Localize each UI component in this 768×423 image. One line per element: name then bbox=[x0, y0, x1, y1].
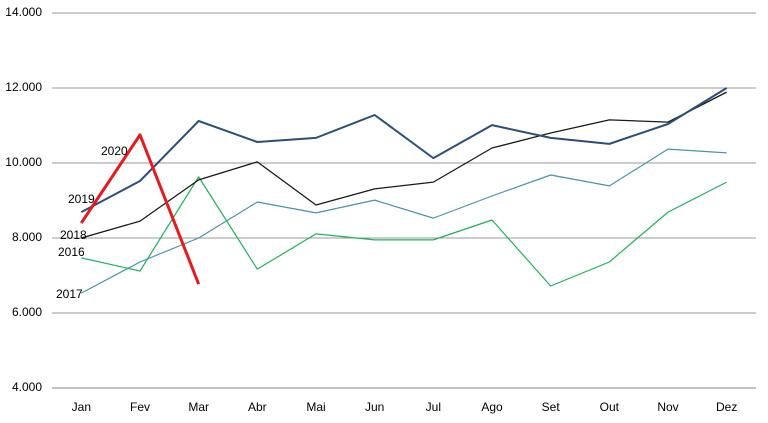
y-tick-label: 6.000 bbox=[12, 305, 42, 319]
series-label: 2018 bbox=[60, 228, 87, 242]
series-line bbox=[80, 133, 201, 285]
y-tick-label: 10.000 bbox=[5, 155, 42, 169]
series-line bbox=[80, 87, 728, 214]
x-tick-label: Jul bbox=[426, 400, 441, 414]
y-tick-label: 14.000 bbox=[5, 5, 42, 19]
x-tick-label: Fev bbox=[130, 400, 150, 414]
x-tick-label: Nov bbox=[657, 400, 678, 414]
series-line bbox=[81, 148, 727, 294]
x-tick-label: Out bbox=[600, 400, 620, 414]
series-line bbox=[81, 176, 727, 287]
x-tick-label: Mai bbox=[306, 400, 325, 414]
series-line bbox=[81, 91, 727, 239]
series-label: 2017 bbox=[56, 287, 83, 301]
series-label: 2020 bbox=[101, 144, 128, 158]
x-tick-label: Set bbox=[542, 400, 561, 414]
x-tick-label: Dez bbox=[716, 400, 737, 414]
x-tick-label: Ago bbox=[481, 400, 503, 414]
y-tick-label: 12.000 bbox=[5, 80, 42, 94]
series-label: 2019 bbox=[68, 192, 95, 206]
y-tick-label: 8.000 bbox=[12, 230, 42, 244]
x-tick-label: Abr bbox=[248, 400, 267, 414]
series-label: 2016 bbox=[58, 245, 85, 259]
x-tick-label: Mar bbox=[188, 400, 209, 414]
y-tick-label: 4.000 bbox=[12, 380, 42, 394]
x-tick-label: Jun bbox=[365, 400, 384, 414]
x-tick-label: Jan bbox=[72, 400, 91, 414]
